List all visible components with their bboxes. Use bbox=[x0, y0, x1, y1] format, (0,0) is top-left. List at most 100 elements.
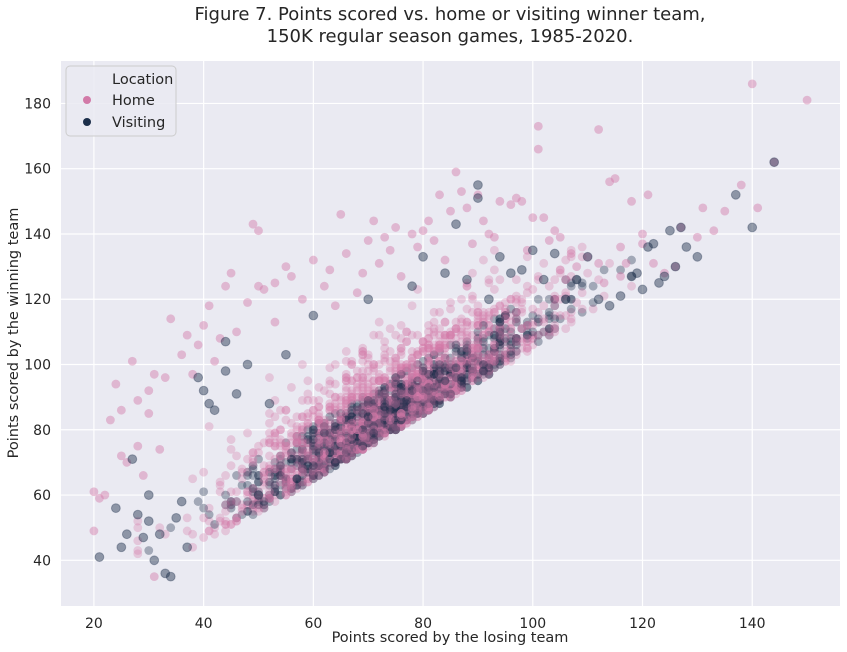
visiting-point bbox=[429, 369, 439, 379]
home-point bbox=[308, 441, 318, 451]
visiting-point bbox=[270, 471, 280, 480]
home-point bbox=[457, 187, 466, 196]
visiting-point bbox=[440, 360, 450, 369]
home-point bbox=[424, 376, 433, 386]
visiting-point bbox=[588, 298, 598, 307]
home-point bbox=[341, 444, 351, 454]
home-point bbox=[517, 304, 527, 314]
visiting-point bbox=[297, 458, 307, 467]
visiting-point bbox=[341, 454, 351, 464]
visiting-point bbox=[297, 448, 307, 458]
home-point bbox=[396, 363, 406, 373]
visiting-point bbox=[391, 399, 401, 409]
chart-title: Figure 7. Points scored vs. home or visi… bbox=[0, 4, 847, 48]
visiting-point bbox=[555, 314, 565, 324]
visiting-point bbox=[276, 471, 285, 480]
visiting-point bbox=[363, 435, 373, 444]
home-point bbox=[341, 369, 351, 379]
home-point bbox=[391, 353, 401, 363]
home-point bbox=[402, 337, 412, 347]
visiting-point bbox=[358, 402, 368, 412]
visiting-point bbox=[533, 294, 543, 304]
home-point bbox=[341, 376, 351, 386]
home-point bbox=[391, 412, 401, 422]
home-point bbox=[446, 330, 455, 340]
visiting-point bbox=[424, 376, 433, 386]
home-point bbox=[303, 477, 313, 487]
home-point bbox=[358, 402, 368, 412]
home-point bbox=[446, 333, 455, 343]
home-point bbox=[314, 435, 324, 444]
home-point bbox=[500, 353, 510, 363]
home-point bbox=[347, 435, 357, 444]
visiting-point bbox=[429, 376, 439, 386]
home-point bbox=[621, 258, 631, 268]
visiting-point bbox=[385, 425, 395, 435]
home-point bbox=[473, 320, 483, 330]
visiting-point bbox=[418, 369, 428, 379]
visiting-point bbox=[479, 360, 488, 369]
visiting-point bbox=[440, 389, 450, 399]
visiting-point bbox=[314, 458, 324, 467]
home-point bbox=[265, 493, 274, 503]
home-point bbox=[418, 366, 428, 376]
home-point bbox=[457, 379, 466, 389]
home-point bbox=[522, 252, 532, 262]
home-point bbox=[468, 307, 477, 317]
home-point bbox=[210, 356, 220, 366]
home-point bbox=[308, 405, 318, 415]
visiting-point bbox=[352, 438, 362, 448]
home-point bbox=[330, 425, 340, 435]
home-point bbox=[424, 392, 433, 402]
home-point bbox=[418, 392, 428, 402]
home-point bbox=[347, 392, 357, 402]
home-point bbox=[440, 363, 450, 373]
visiting-point bbox=[418, 409, 428, 418]
home-point bbox=[215, 487, 225, 497]
home-point bbox=[303, 444, 313, 454]
home-point bbox=[330, 425, 340, 435]
home-point bbox=[451, 382, 461, 392]
home-point bbox=[473, 330, 483, 340]
home-point bbox=[369, 382, 379, 392]
home-point bbox=[484, 366, 494, 376]
home-point bbox=[336, 431, 346, 441]
home-point bbox=[429, 389, 439, 399]
visiting-point bbox=[369, 415, 379, 425]
visiting-point bbox=[473, 356, 483, 366]
visiting-point bbox=[484, 350, 494, 360]
home-point bbox=[336, 431, 346, 441]
visiting-point bbox=[446, 369, 455, 379]
visiting-point bbox=[391, 422, 401, 431]
home-point bbox=[638, 229, 647, 239]
home-point bbox=[341, 454, 351, 464]
home-point bbox=[232, 451, 241, 461]
home-point bbox=[369, 405, 379, 415]
home-point bbox=[424, 402, 433, 412]
home-point bbox=[325, 431, 335, 441]
home-point bbox=[243, 490, 252, 500]
home-point bbox=[413, 386, 422, 396]
visiting-point bbox=[341, 412, 351, 422]
home-point bbox=[457, 317, 466, 327]
visiting-point bbox=[495, 314, 505, 324]
home-point bbox=[506, 324, 516, 334]
home-point bbox=[325, 265, 335, 275]
visiting-point bbox=[308, 471, 318, 480]
home-point bbox=[473, 320, 483, 330]
home-point bbox=[330, 399, 340, 409]
visiting-point bbox=[402, 396, 412, 405]
home-point bbox=[248, 484, 258, 493]
visiting-point bbox=[314, 454, 324, 464]
home-point bbox=[385, 379, 395, 389]
home-point bbox=[358, 422, 368, 431]
home-point bbox=[259, 474, 269, 484]
visiting-point bbox=[297, 471, 307, 480]
visiting-point bbox=[199, 487, 209, 497]
visiting-point bbox=[254, 471, 263, 480]
home-point bbox=[396, 422, 406, 431]
home-point bbox=[248, 490, 258, 500]
visiting-point bbox=[265, 493, 274, 503]
home-point bbox=[314, 444, 324, 454]
home-point bbox=[281, 448, 291, 458]
